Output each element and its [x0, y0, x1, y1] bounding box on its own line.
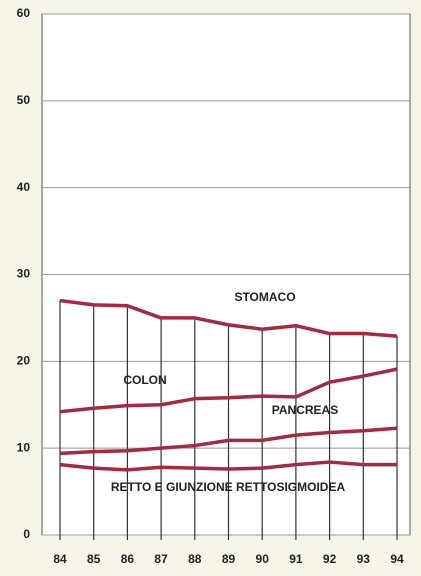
x-tick-label: 93	[357, 552, 371, 566]
x-tick-label: 89	[222, 552, 236, 566]
series-label: PANCREAS	[272, 403, 338, 417]
y-tick-label: 30	[17, 267, 31, 281]
y-tick-label: 20	[17, 354, 31, 368]
y-tick-label: 40	[17, 180, 31, 194]
y-tick-label: 50	[17, 93, 31, 107]
x-tick-label: 84	[53, 552, 67, 566]
y-tick-label: 60	[17, 6, 31, 20]
x-tick-label: 88	[188, 552, 202, 566]
x-tick-label: 86	[121, 552, 135, 566]
y-tick-label: 0	[23, 527, 30, 541]
series-line	[59, 460, 397, 472]
y-tick-label: 10	[17, 440, 31, 454]
series-line	[59, 426, 398, 456]
x-tick-label: 92	[323, 552, 337, 566]
x-tick-label: 94	[390, 552, 404, 566]
x-tick-label: 91	[289, 552, 303, 566]
x-tick-label: 90	[256, 552, 270, 566]
series-label: RETTO E GIUNZIONE RETTOSIGMOIDEA	[111, 480, 346, 494]
series-line	[59, 298, 398, 338]
series-line	[59, 367, 398, 414]
series-label: STOMACO	[234, 290, 295, 304]
x-tick-label: 87	[154, 552, 168, 566]
x-tick-label: 85	[87, 552, 101, 566]
series-label: COLON	[123, 373, 166, 387]
